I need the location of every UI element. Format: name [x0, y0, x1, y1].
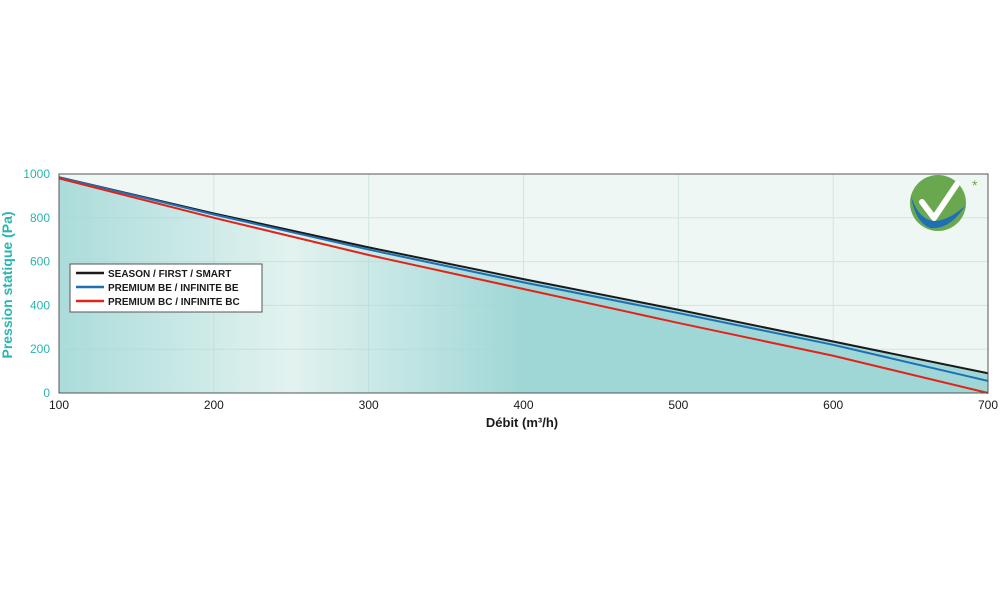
y-axis-title: Pression statique (Pa): [0, 211, 15, 358]
series-line-3: [58, 177, 989, 394]
x-tick-label: 300: [359, 398, 379, 412]
x-tick-label: 200: [204, 398, 224, 412]
x-tick-label: 500: [668, 398, 688, 412]
y-axis-ticks: 0 200 400 600 800 1000: [23, 167, 50, 400]
legend: SEASON / FIRST / SMART PREMIUM BE / INFIN…: [69, 263, 263, 313]
x-tick-label: 400: [513, 398, 533, 412]
x-axis-title: Débit (m³/h): [486, 415, 558, 430]
series-line-2: [58, 176, 989, 382]
y-tick-label: 400: [30, 298, 50, 312]
badge-swoosh: [911, 196, 965, 229]
legend-label: SEASON / FIRST / SMART: [108, 269, 231, 280]
x-tick-label: 100: [49, 398, 69, 412]
y-tick-label: 800: [30, 211, 50, 225]
checkmark-badge-icon: *: [910, 175, 978, 231]
check-icon: [919, 181, 960, 221]
x-axis-ticks: 100 200 300 400 500 600 700: [49, 398, 998, 412]
series-lines: [58, 176, 989, 394]
y-tick-label: 0: [43, 386, 50, 400]
y-tick-label: 1000: [23, 167, 50, 181]
series-line-1: [58, 176, 989, 375]
y-tick-label: 600: [30, 255, 50, 269]
legend-label: PREMIUM BE / INFINITE BE: [108, 283, 239, 294]
plot-border: [58, 173, 989, 394]
x-tick-label: 600: [823, 398, 843, 412]
badge-asterisk: *: [972, 177, 978, 193]
x-tick-label: 700: [978, 398, 998, 412]
legend-label: PREMIUM BC / INFINITE BC: [108, 297, 240, 308]
y-tick-label: 200: [30, 342, 50, 356]
